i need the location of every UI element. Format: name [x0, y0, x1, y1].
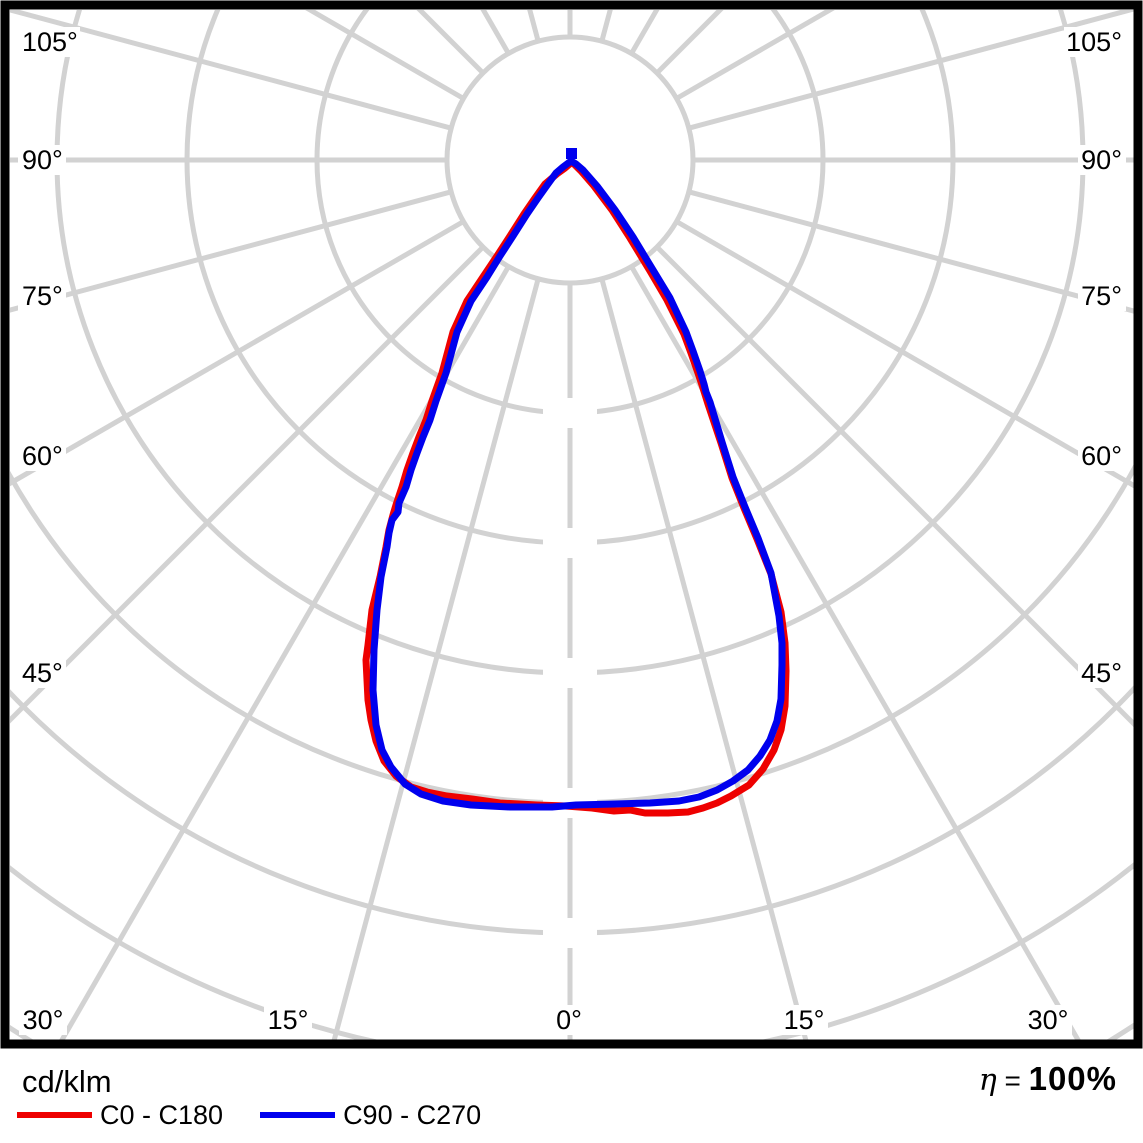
- angle-label: 75°: [1081, 281, 1122, 311]
- angle-label-box: [1064, 27, 1126, 57]
- angle-label-box: [18, 281, 66, 311]
- angle-label: 45°: [1081, 658, 1122, 688]
- eta-value: 100%: [1028, 1060, 1117, 1097]
- eta-symbol: η: [978, 1063, 997, 1098]
- legend-item: C90 - C270: [260, 1100, 481, 1130]
- grid-spoke: [59, 265, 511, 1040]
- grid-spoke: [10, 245, 485, 724]
- angle-label-box: [1078, 145, 1126, 175]
- angle-label: 75°: [22, 281, 63, 311]
- eta-equals: =: [996, 1065, 1029, 1096]
- grid-spoke: [10, 219, 465, 487]
- grid-spoke: [655, 245, 1134, 728]
- grid-spoke: [10, 189, 452, 313]
- angle-label: 90°: [22, 145, 63, 175]
- angle-label: 45°: [22, 658, 63, 688]
- angle-label-box: [18, 441, 66, 471]
- legend-item: C0 - C180: [17, 1100, 223, 1130]
- curve-c90-c270: [369, 157, 786, 811]
- angle-label-box: [264, 1005, 312, 1035]
- grid-spoke: [675, 219, 1134, 489]
- angle-label-box: [18, 27, 80, 57]
- grid-spoke: [599, 278, 809, 1040]
- angle-label: 30°: [1028, 1005, 1069, 1035]
- angle-label: 105°: [22, 27, 78, 57]
- legend-swatch: [260, 1112, 336, 1118]
- radial-value-label-box: [543, 918, 597, 948]
- grid-spoke: [331, 278, 541, 1040]
- angle-label-box: [18, 145, 66, 175]
- efficiency-readout: η = 100%: [979, 1060, 1117, 1098]
- angle-label-box: [1024, 1005, 1072, 1035]
- legend: C0 - C180 C90 - C270: [17, 1100, 481, 1130]
- radial-value-label-box: [543, 528, 597, 558]
- angle-label: 90°: [1081, 145, 1122, 175]
- radial-value-label-box: [543, 658, 597, 688]
- angle-label: 30°: [23, 1005, 64, 1035]
- angle-label-box: [1078, 281, 1126, 311]
- angle-label: 105°: [1066, 27, 1122, 57]
- curve-c0-c180: [362, 158, 790, 817]
- angle-label: 60°: [22, 441, 63, 471]
- angle-label: 15°: [784, 1005, 825, 1035]
- legend-swatch: [17, 1112, 92, 1118]
- angle-label-box: [780, 1005, 828, 1035]
- grid-spoke: [10, 10, 452, 131]
- angle-label-box: [19, 1005, 67, 1035]
- angle-label: 15°: [268, 1005, 309, 1035]
- angle-label: 0°: [556, 1005, 582, 1035]
- angle-label-box: [18, 658, 66, 688]
- plot-border: [0, 0, 1143, 1049]
- legend-label: C90 - C270: [343, 1100, 482, 1130]
- grid-spoke: [688, 10, 1134, 131]
- angle-label-box: [552, 1005, 586, 1035]
- curve-peak-marker: [566, 148, 577, 159]
- units-label: cd/klm: [22, 1064, 112, 1099]
- grid-spoke: [629, 265, 1081, 1040]
- angle-label: 60°: [1081, 441, 1122, 471]
- angle-label-box: [1078, 441, 1126, 471]
- legend-label: C0 - C180: [100, 1100, 224, 1130]
- radial-value-label-box: [543, 398, 597, 428]
- angle-label-box: [1078, 658, 1126, 688]
- grid-spoke: [688, 189, 1134, 314]
